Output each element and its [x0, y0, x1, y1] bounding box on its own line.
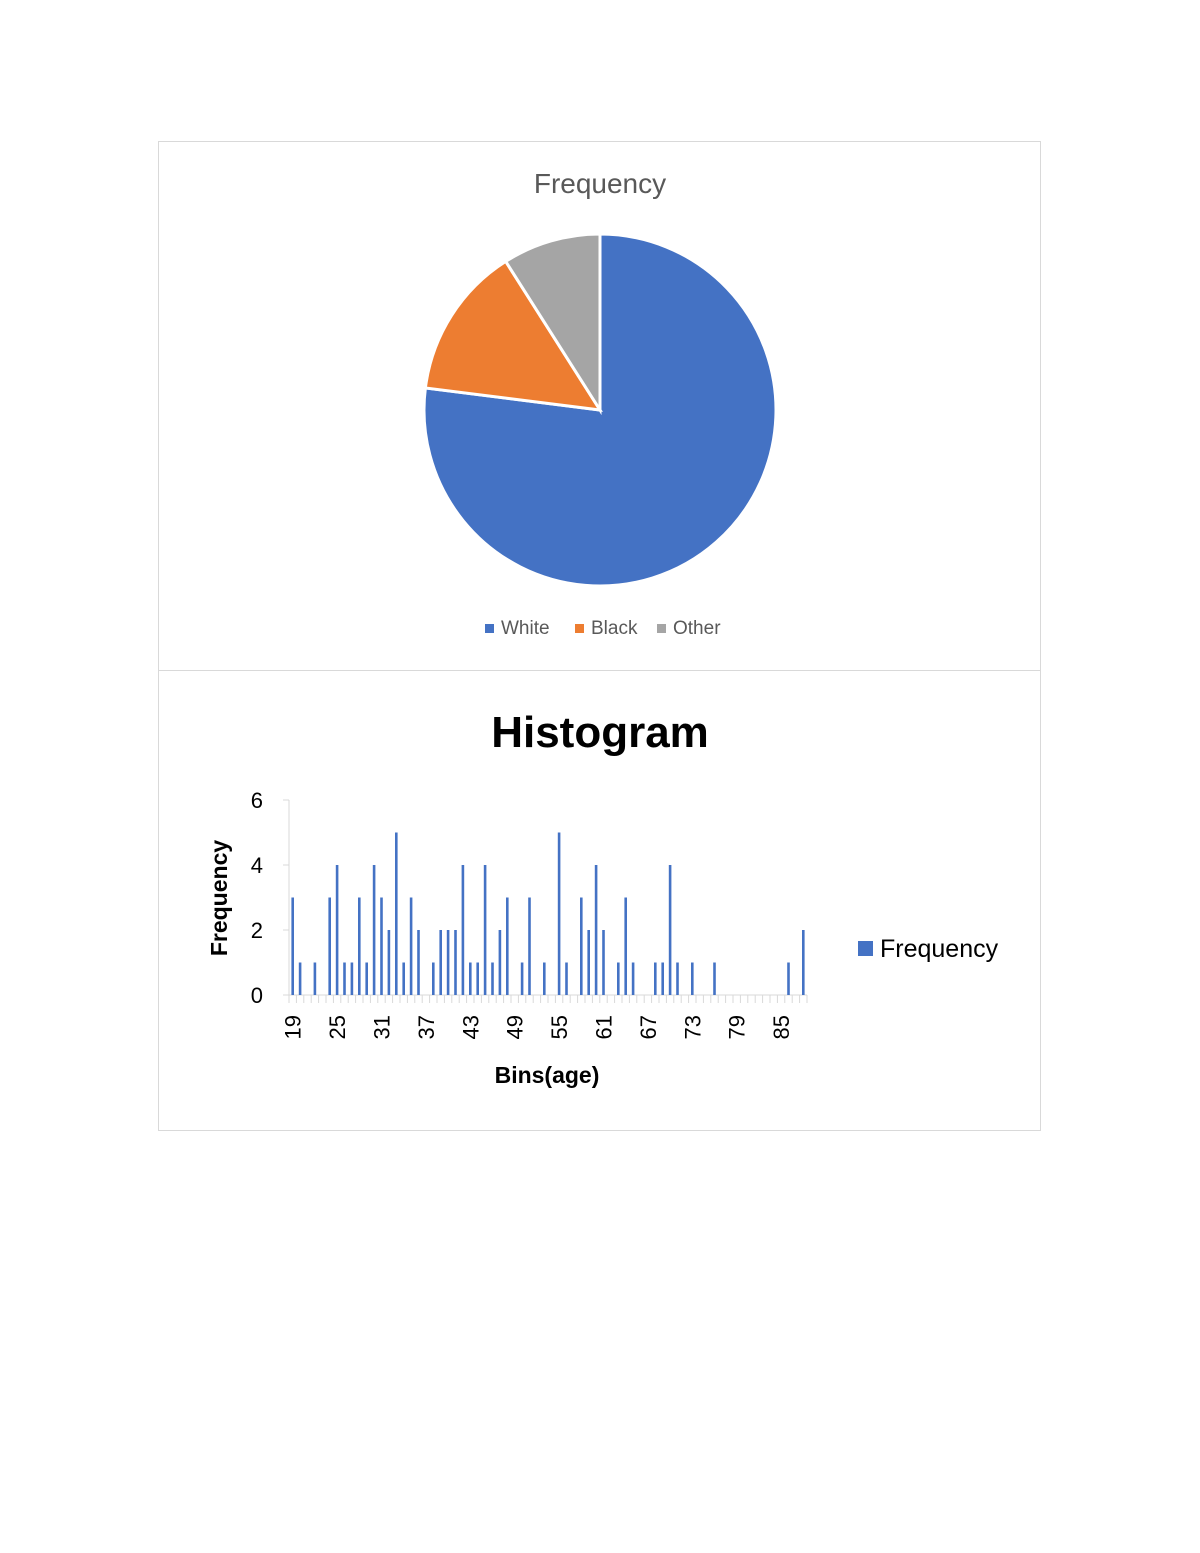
histogram-bar	[528, 897, 531, 995]
histogram-bar	[624, 897, 627, 995]
histogram-bar	[543, 962, 546, 995]
y-tick-label: 0	[251, 983, 263, 1008]
x-tick-label: 43	[458, 1015, 483, 1039]
histogram-bar	[587, 930, 590, 995]
pie-chart: Frequency White Black Other	[422, 168, 778, 639]
x-tick-label: 25	[325, 1015, 350, 1039]
histogram-bar	[402, 962, 405, 995]
histogram-bar	[454, 930, 457, 995]
histogram-panel: Histogram Frequency Bins(age) 0 2 4 6 19 25 31…	[158, 670, 1041, 1131]
histogram-chart: Histogram Frequency Bins(age) 0 2 4 6 19 25 31…	[206, 708, 999, 1088]
x-tick-label: 19	[281, 1015, 306, 1039]
histogram-bar	[350, 962, 354, 995]
histogram-bar	[432, 962, 435, 995]
histogram-bar	[661, 962, 664, 995]
histogram-axes: 0 2 4 6 19 25 31 37 43 49 55 61 67 73 79 85	[251, 788, 808, 1039]
histogram-bar	[498, 930, 502, 995]
x-tick-label: 61	[592, 1015, 617, 1039]
legend-swatch-white	[485, 624, 494, 633]
x-axis-label: Bins(age)	[495, 1062, 600, 1088]
pie-legend: White Black Other	[485, 618, 721, 639]
pie-slices	[422, 232, 778, 588]
x-tick-label: 55	[547, 1015, 572, 1039]
histogram-bar	[676, 962, 679, 995]
x-tick-label: 37	[414, 1015, 439, 1039]
histogram-bar	[365, 962, 368, 995]
histogram-bar	[802, 930, 805, 995]
histogram-bar	[446, 930, 450, 995]
histogram-bar	[417, 930, 420, 995]
histogram-bar	[380, 897, 383, 995]
histogram-bar	[372, 865, 376, 995]
y-tick-label: 2	[251, 918, 263, 943]
pie-chart-panel: Frequency White Black Other	[158, 141, 1041, 671]
histogram-bar	[461, 865, 465, 995]
histogram-bar	[476, 962, 479, 995]
histogram-bar	[580, 897, 583, 995]
histogram-bar	[335, 865, 339, 995]
histogram-bar	[439, 930, 442, 995]
histogram-bar	[387, 930, 391, 995]
pie-title: Frequency	[534, 168, 666, 199]
legend-label-other: Other	[673, 618, 721, 639]
y-axis-label: Frequency	[206, 840, 232, 957]
histogram-bar	[358, 897, 361, 995]
legend-label-white: White	[501, 618, 550, 639]
histogram-bar	[491, 962, 494, 995]
histogram-bar	[313, 962, 317, 995]
histogram-bar	[520, 962, 524, 995]
y-tick-label: 6	[251, 788, 263, 813]
histogram-bar	[654, 962, 657, 995]
legend-label-black: Black	[591, 618, 638, 639]
histogram-bars	[291, 832, 805, 995]
x-tick-label: 31	[370, 1015, 395, 1039]
histogram-bar	[506, 897, 509, 995]
x-tick-label: 73	[680, 1015, 705, 1039]
histogram-legend-label: Frequency	[880, 935, 999, 963]
histogram-bar	[291, 897, 294, 995]
pie-slice-black	[423, 259, 603, 412]
histogram-bar	[483, 865, 487, 995]
histogram-bar	[328, 897, 331, 995]
histogram-bar	[691, 962, 694, 995]
x-tick-label: 79	[725, 1015, 750, 1039]
histogram-legend: Frequency	[858, 935, 999, 963]
histogram-bar	[557, 832, 561, 995]
histogram-bar	[343, 962, 346, 995]
x-tick-label: 85	[769, 1015, 794, 1039]
histogram-bar	[602, 930, 605, 995]
histogram-bar	[617, 962, 620, 995]
x-tick-label: 67	[636, 1015, 661, 1039]
histogram-legend-swatch	[858, 941, 873, 956]
histogram-bar	[469, 962, 472, 995]
histogram-bar	[395, 832, 398, 995]
histogram-bar	[409, 897, 413, 995]
y-tick-label: 4	[251, 853, 263, 878]
legend-swatch-black	[575, 624, 584, 633]
histogram-bar	[787, 962, 790, 995]
histogram-bar	[668, 865, 672, 995]
histogram-bar	[565, 962, 568, 995]
x-tick-label: 49	[503, 1015, 528, 1039]
histogram-bar	[713, 962, 716, 995]
histogram-bar	[594, 865, 598, 995]
legend-swatch-other	[657, 624, 666, 633]
pie-slice-other	[503, 232, 602, 416]
histogram-bar	[298, 962, 302, 995]
histogram-title: Histogram	[491, 708, 709, 757]
pie-slice-white	[422, 232, 778, 588]
histogram-bar	[631, 962, 635, 995]
